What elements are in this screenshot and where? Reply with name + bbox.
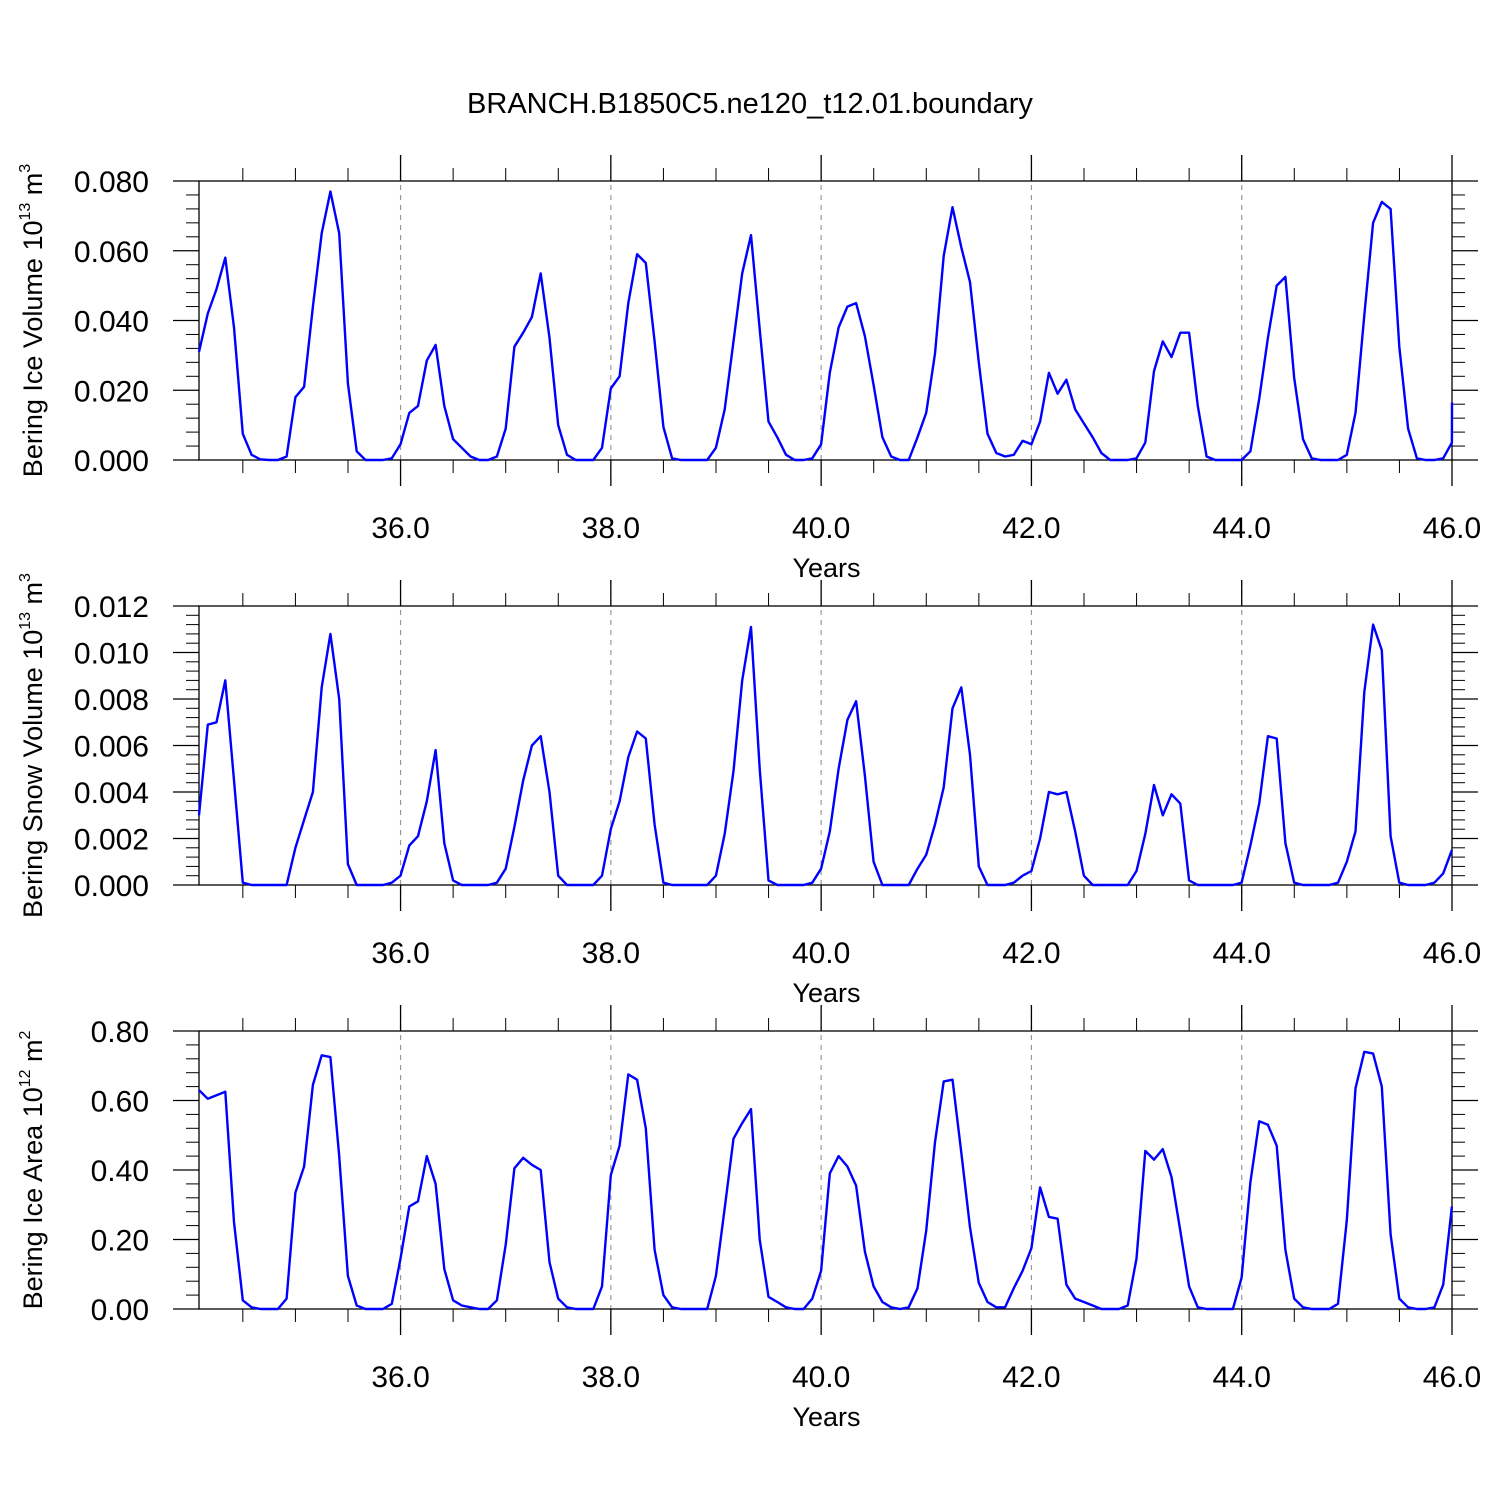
- plot-frame: [198, 605, 1453, 886]
- x-tick-label: 46.0: [1423, 1361, 1481, 1394]
- x-tick-label: 44.0: [1213, 1361, 1271, 1394]
- y-tick-label: 0.040: [74, 306, 149, 339]
- y-tick-label: 0.060: [74, 236, 149, 269]
- x-axis-title: Years: [792, 1402, 860, 1432]
- y-tick-label: 0.080: [74, 166, 149, 199]
- x-tick-label: 44.0: [1213, 937, 1271, 970]
- y-tick-label: 0.012: [74, 591, 149, 624]
- y-tick-label: 0.008: [74, 684, 149, 717]
- x-tick-label: 40.0: [792, 1361, 850, 1394]
- series-line: [197, 623, 1454, 887]
- y-axis-title: Bering Ice Volume 1013 m3: [17, 164, 48, 477]
- x-tick-label: 46.0: [1423, 512, 1481, 545]
- x-tick-label: 42.0: [1002, 512, 1060, 545]
- y-tick-label: 0.20: [91, 1225, 149, 1258]
- chart-panel-1: 0.000 0.020 0.040 0.060 0.080 36.0 38.0 40.0 42.…: [17, 155, 1481, 583]
- x-tick-label: 36.0: [371, 1361, 429, 1394]
- x-tick-label: 38.0: [582, 512, 640, 545]
- x-tick-label: 42.0: [1002, 1361, 1060, 1394]
- y-axis-title: Bering Ice Area 1012 m2: [17, 1030, 48, 1309]
- y-tick-label: 0.020: [74, 375, 149, 408]
- x-axis-title: Years: [792, 978, 860, 1008]
- plot-frame: [198, 1030, 1453, 1310]
- series-line: [197, 190, 1454, 462]
- y-tick-label: 0.010: [74, 638, 149, 671]
- x-tick-label: 40.0: [792, 512, 850, 545]
- y-tick-label: 0.006: [74, 731, 149, 764]
- x-tick-label: 46.0: [1423, 937, 1481, 970]
- x-tick-label: 42.0: [1002, 937, 1060, 970]
- x-tick-label: 36.0: [371, 512, 429, 545]
- x-tick-label: 38.0: [582, 937, 640, 970]
- plot-frame: [198, 180, 1453, 461]
- x-tick-label: 44.0: [1213, 512, 1271, 545]
- y-tick-label: 0.000: [74, 870, 149, 903]
- x-axis-title: Years: [792, 553, 860, 583]
- page-title: BRANCH.B1850C5.ne120_t12.01.boundary: [467, 88, 1033, 120]
- x-tick-label: 40.0: [792, 937, 850, 970]
- y-tick-label: 0.004: [74, 777, 149, 810]
- chart-panel-3: 0.00 0.20 0.40 0.60 0.80 36.0 38.0 40.0 42.0 44.0…: [17, 1005, 1481, 1432]
- chart-panel-2: 0.000 0.002 0.004 0.006 0.008 0.010 0.012 36.0 3…: [17, 573, 1481, 1008]
- x-tick-label: 36.0: [371, 937, 429, 970]
- series-line: [198, 1050, 1454, 1311]
- x-tick-label: 38.0: [582, 1361, 640, 1394]
- y-tick-label: 0.002: [74, 824, 149, 857]
- y-tick-label: 0.000: [74, 445, 149, 478]
- y-tick-label: 0.40: [91, 1155, 149, 1188]
- y-axis-title: Bering Snow Volume 1013 m3: [17, 573, 48, 918]
- y-tick-label: 0.00: [91, 1294, 149, 1327]
- y-tick-label: 0.80: [91, 1016, 149, 1049]
- y-tick-label: 0.60: [91, 1086, 149, 1119]
